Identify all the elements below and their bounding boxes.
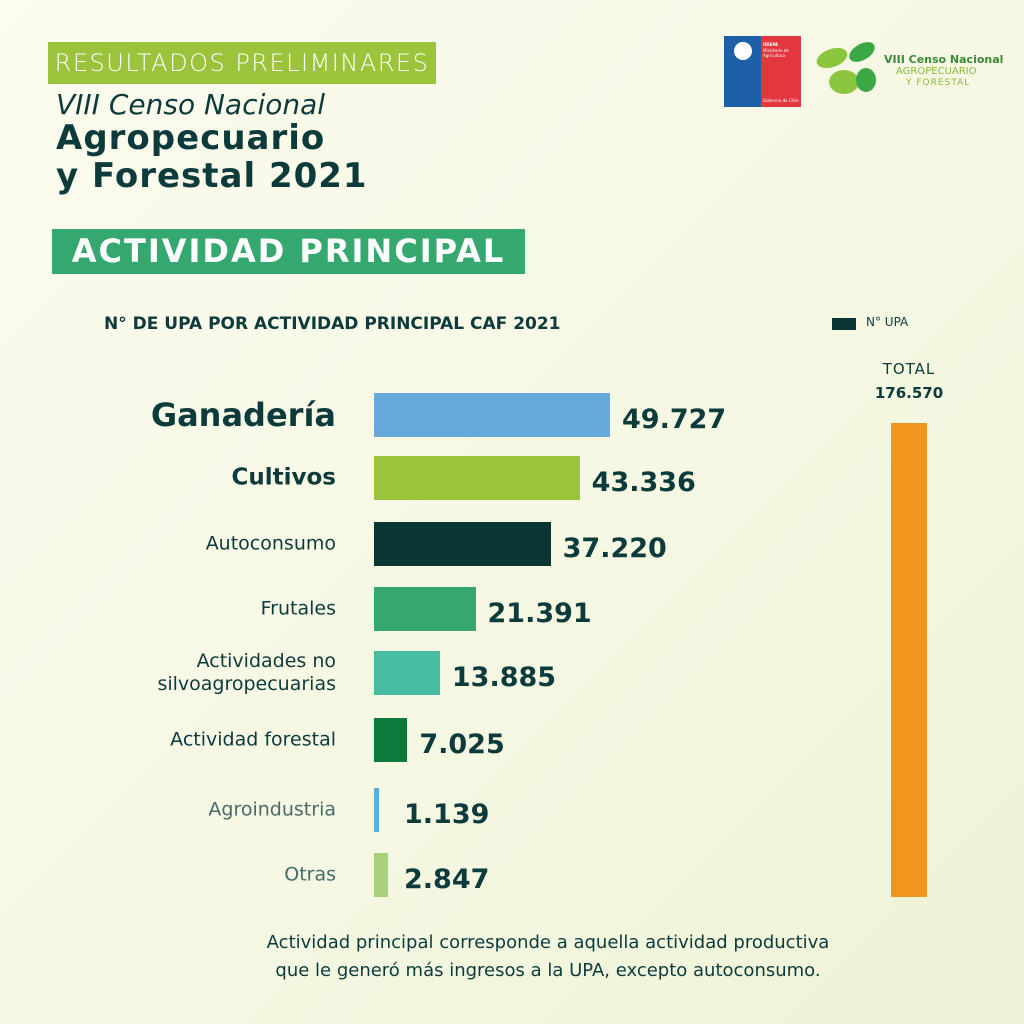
total-bar: [891, 423, 927, 897]
subtitle: VIII Censo Nacional: [56, 88, 326, 121]
legend-swatch: [832, 318, 856, 330]
section-title: ACTIVIDAD PRINCIPAL: [52, 229, 525, 274]
category-label: Cultivos: [231, 464, 337, 491]
logo-text: ODEPA: [763, 42, 779, 47]
logo-emblem: [734, 42, 752, 60]
logo-text: AGROPECUARIO: [896, 66, 977, 77]
total-value: 176.570: [874, 384, 944, 402]
title: Agropecuario: [56, 118, 326, 158]
category-label: Frutales: [260, 597, 336, 620]
bar: [374, 718, 408, 762]
censo-leaves: [816, 42, 876, 94]
bar: [374, 587, 476, 631]
bar: [374, 522, 551, 566]
value-label: 7.025: [419, 729, 505, 761]
category-label: Autoconsumo: [205, 532, 336, 555]
government-logo: ODEPA Ministerio de Agricultura Gobierno…: [724, 36, 801, 107]
bar: [374, 788, 380, 832]
legend-label: N° UPA: [866, 315, 909, 329]
logo-text: Y FORESTAL: [906, 78, 971, 88]
footnote: que le generó más ingresos a la UPA, exc…: [275, 960, 821, 981]
category-label: Actividad forestal: [170, 728, 336, 751]
value-label: 1.139: [404, 799, 490, 831]
bar: [374, 393, 610, 437]
title: y Forestal 2021: [56, 156, 368, 196]
value-label: 21.391: [487, 598, 592, 630]
total-label: TOTAL: [882, 360, 936, 378]
logo-text: Gobierno de Chile: [763, 98, 799, 103]
logo-text: Ministerio de Agricultura: [763, 48, 789, 58]
category-label: Agroindustria: [208, 798, 336, 821]
bar: [374, 853, 388, 897]
footnote: Actividad principal corresponde a aquell…: [266, 932, 830, 953]
value-label: 13.885: [451, 662, 557, 694]
chart-title: N° DE UPA POR ACTIVIDAD PRINCIPAL CAF 20…: [104, 314, 561, 334]
tag: RESULTADOS PRELIMINARES: [48, 42, 436, 84]
value-label: 49.727: [622, 404, 727, 436]
value-label: 2.847: [404, 864, 490, 896]
category-label: Otras: [284, 863, 336, 886]
bar: [374, 456, 580, 500]
logo-text: VIII Censo Nacional: [884, 53, 1004, 66]
logo-red: [761, 36, 801, 107]
value-label: 37.220: [562, 533, 667, 565]
category-label: Ganadería: [150, 396, 336, 434]
category-label: Actividades no silvoagropecuarias: [157, 650, 336, 695]
bar: [374, 651, 440, 695]
value-label: 43.336: [591, 467, 696, 499]
